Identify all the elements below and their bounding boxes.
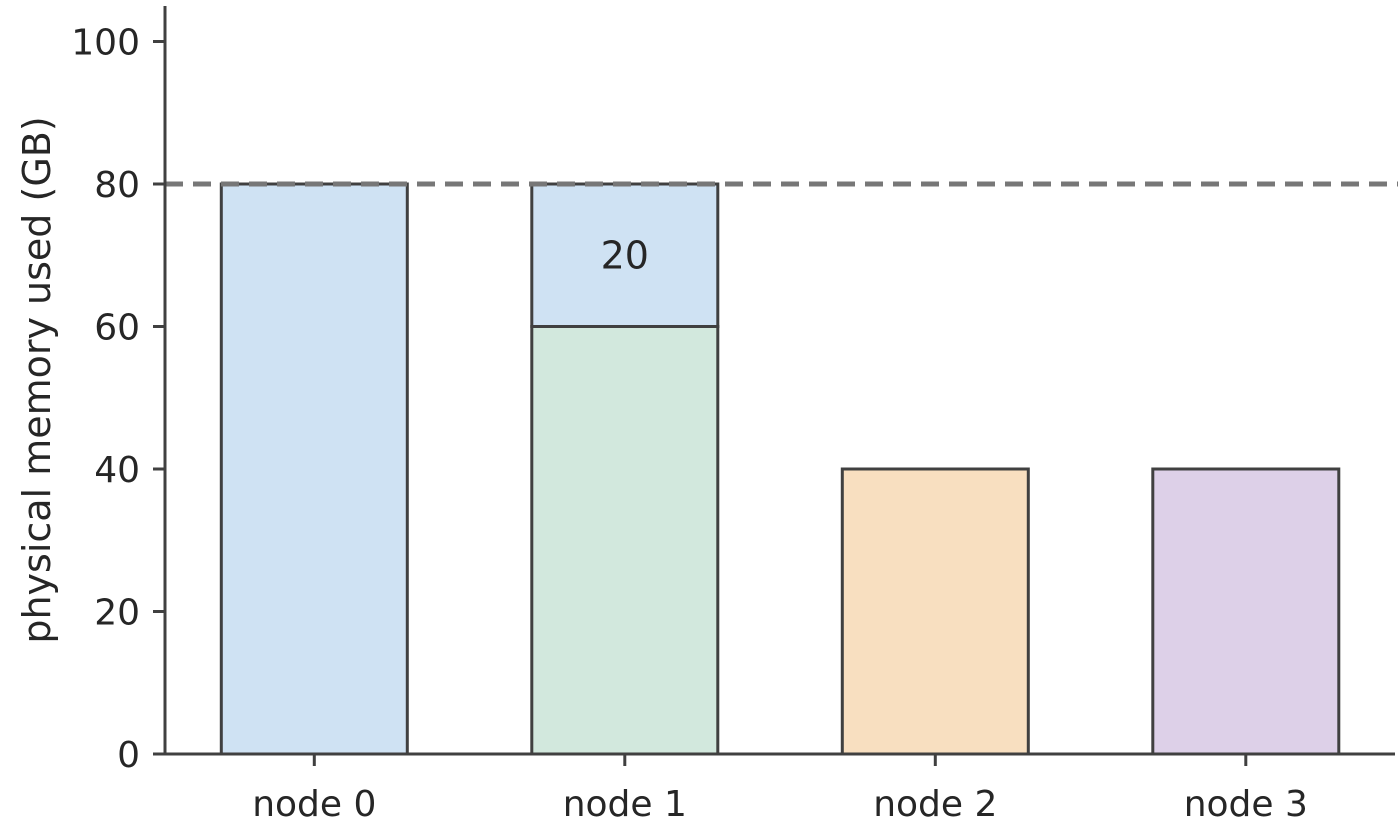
y-tick-label: 20: [94, 593, 140, 634]
bar-node-3-segment-0: [1151, 467, 1341, 756]
x-tick-label: node 2: [873, 784, 997, 825]
data-labels: 20: [601, 233, 649, 277]
x-tick-label: node 3: [1184, 784, 1308, 825]
y-tick-label: 80: [94, 165, 140, 206]
x-tick-label: node 1: [563, 784, 687, 825]
y-tick-label: 100: [71, 23, 140, 64]
bar-node-1-segment-1: [530, 182, 720, 328]
x-ticks: node 0 node 1 node 2 node 3: [252, 754, 1308, 825]
y-tick-label: 0: [117, 735, 140, 776]
y-axis-title: physical memory used (GB): [15, 116, 59, 643]
bars-layer: [219, 182, 1341, 756]
y-tick-label: 60: [94, 308, 140, 349]
y-tick-label: 40: [94, 450, 140, 491]
y-ticks: 0 20 40 60 80 100: [71, 23, 165, 776]
data-label-node-1: 20: [601, 233, 649, 277]
bar-node-0-segment-0: [219, 182, 409, 756]
bar-node-1-segment-0: [530, 325, 720, 756]
axes-layer: [153, 6, 1395, 756]
bar-node-2-segment-0: [840, 467, 1030, 756]
x-tick-label: node 0: [252, 784, 376, 825]
